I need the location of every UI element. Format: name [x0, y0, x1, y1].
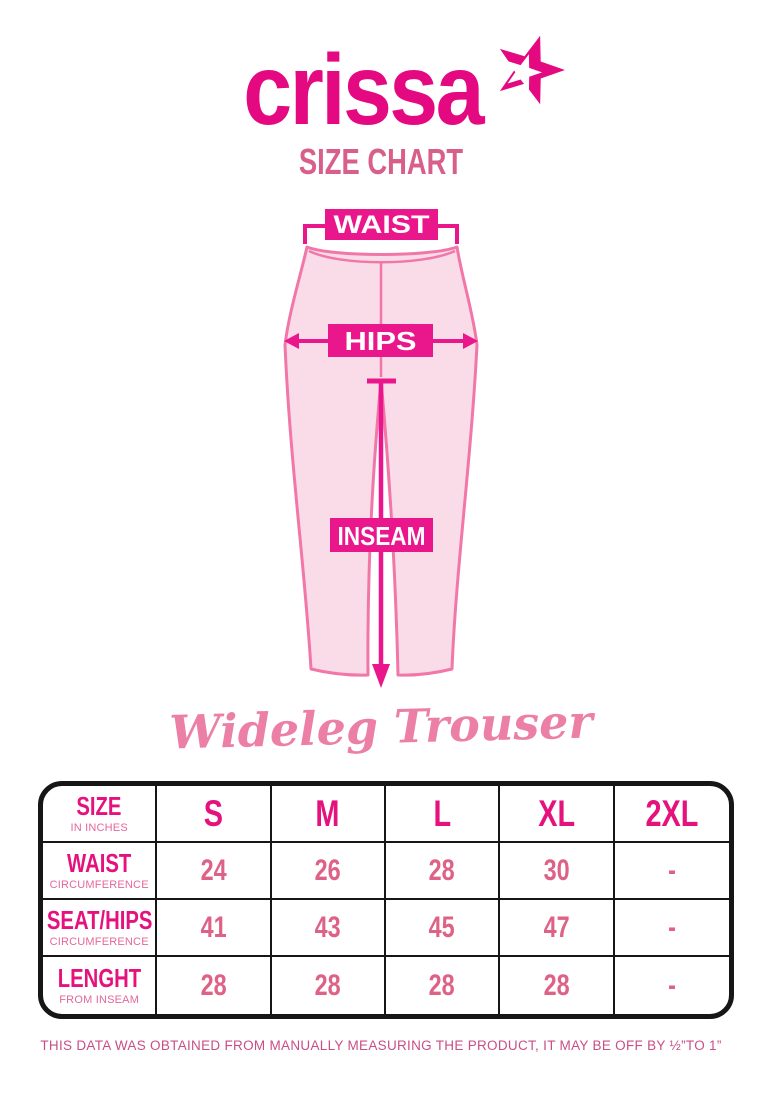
- seat-hips-value-m: 43: [271, 900, 386, 957]
- brand-logo-text: crissa: [243, 34, 485, 146]
- inseam-label-text: INSEAM: [338, 521, 426, 551]
- disclaimer-note: THIS DATA WAS OBTAINED FROM MANUALLY MEA…: [40, 1038, 722, 1053]
- row-label-length: LENGHT FROM INSEAM: [43, 957, 158, 1014]
- product-name: Wideleg Trouser: [168, 694, 594, 760]
- row-label-seat-hips: SEAT/HIPS CIRCUMFERENCE: [43, 900, 158, 957]
- hips-label-text: HIPS: [345, 326, 417, 356]
- brand-logo: crissa: [113, 40, 613, 140]
- seat-hips-value-2xl: -: [614, 900, 729, 957]
- waist-value-2xl: -: [614, 843, 729, 900]
- seat-hips-value-s: 41: [157, 900, 272, 957]
- waist-label-text: WAIST: [334, 211, 430, 239]
- length-value-l: 28: [386, 957, 501, 1014]
- size-col-header-m: M: [271, 786, 386, 843]
- length-value-m: 28: [272, 957, 386, 1014]
- length-value-s: 28: [157, 957, 272, 1014]
- waist-value-xl: 30: [500, 843, 615, 900]
- table-corner-cell: SIZE IN INCHES: [43, 786, 158, 843]
- waist-value-m: 26: [271, 843, 386, 900]
- size-col-header-2xl: 2XL: [614, 786, 729, 843]
- inseam-label: INSEAM: [330, 518, 433, 552]
- hips-label: HIPS: [328, 324, 433, 357]
- size-table: SIZE IN INCHES S M L XL 2XL WAIST CIRCUM…: [38, 781, 734, 1019]
- star-icon: [499, 35, 565, 105]
- page-title: SIZE CHART: [298, 141, 464, 182]
- length-value-2xl: -: [667, 968, 676, 1002]
- size-col-header-xl: XL: [500, 786, 615, 843]
- trouser-diagram: WAIST HIPS INSEAM: [283, 209, 479, 688]
- waist-label: WAIST: [325, 209, 438, 240]
- size-col-header-s: S: [157, 786, 272, 843]
- star-inner-cutout: [507, 54, 543, 91]
- seat-hips-value-l: 45: [386, 900, 501, 957]
- waist-value-l: 28: [386, 843, 501, 900]
- size-col-header-l: L: [386, 786, 501, 843]
- length-value-xl: 28: [500, 957, 615, 1014]
- corner-sublabel: IN INCHES: [70, 821, 128, 834]
- seat-hips-value-xl: 47: [500, 900, 615, 957]
- row-label-waist: WAIST CIRCUMFERENCE: [43, 843, 158, 900]
- waist-value-s: 24: [157, 843, 272, 900]
- corner-label: SIZE: [76, 791, 122, 822]
